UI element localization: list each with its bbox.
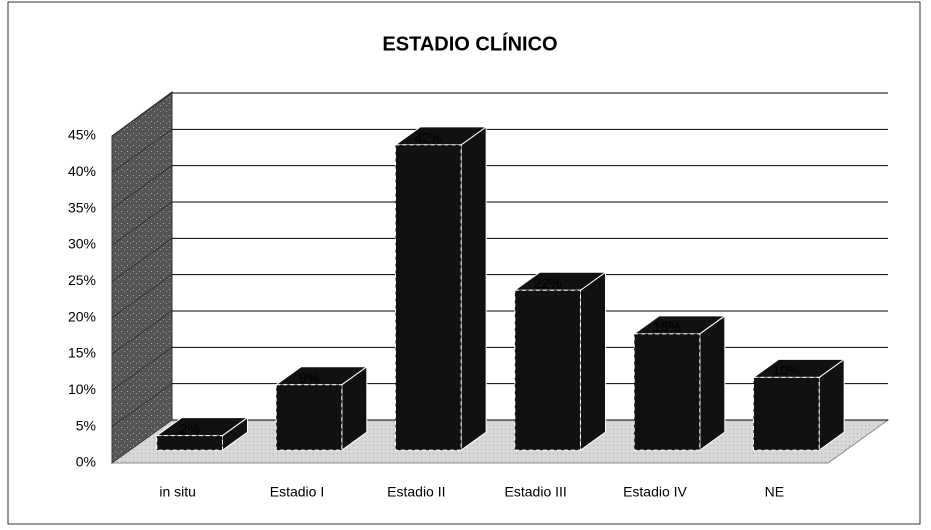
grid-line-side bbox=[111, 383, 173, 427]
bar bbox=[632, 314, 727, 452]
grid-line-side bbox=[111, 347, 173, 391]
data-label: 22% bbox=[534, 275, 562, 291]
x-tick-label: Estadio III bbox=[505, 484, 567, 500]
y-tick-label: 15% bbox=[68, 345, 96, 361]
x-tick-label: Estadio II bbox=[387, 484, 445, 500]
bar bbox=[751, 358, 846, 452]
x-tick-label: Estadio IV bbox=[623, 484, 687, 500]
bar-front bbox=[156, 435, 223, 451]
bar-front bbox=[395, 144, 462, 451]
x-tick-label: in situ bbox=[159, 484, 196, 500]
left-wall bbox=[111, 91, 173, 464]
data-label: 2% bbox=[180, 420, 200, 436]
grid-line-side bbox=[111, 274, 173, 318]
x-tick-label: NE bbox=[765, 484, 784, 500]
y-tick-label: 40% bbox=[68, 163, 96, 179]
bar-front bbox=[753, 376, 820, 451]
y-tick-label: 10% bbox=[68, 381, 96, 397]
y-tick-label: 45% bbox=[68, 127, 96, 143]
y-tick-label: 20% bbox=[68, 308, 96, 324]
grid-line-side bbox=[111, 238, 173, 282]
grid-line-side bbox=[111, 92, 173, 137]
data-label: 16% bbox=[653, 319, 681, 335]
bar-front bbox=[633, 333, 701, 451]
y-tick-label: 5% bbox=[76, 417, 96, 433]
bar bbox=[155, 416, 250, 452]
data-label: 42% bbox=[414, 130, 442, 146]
bar-front bbox=[275, 384, 343, 451]
y-tick-label: 25% bbox=[68, 272, 96, 288]
grid-line-side bbox=[111, 310, 173, 355]
bar bbox=[513, 271, 608, 452]
grid-line-side bbox=[111, 165, 173, 209]
grid-line-side bbox=[111, 201, 173, 246]
chart-title: ESTADIO CLÍNICO bbox=[382, 32, 557, 55]
grid-line-side bbox=[111, 419, 173, 464]
x-tick-label: Estadio I bbox=[270, 484, 324, 500]
bar-side bbox=[460, 125, 487, 452]
bar bbox=[393, 125, 488, 452]
bar-side bbox=[579, 271, 606, 452]
grid-line-side bbox=[111, 129, 173, 173]
bar-front bbox=[514, 289, 581, 451]
bar bbox=[274, 365, 369, 452]
data-label: 9% bbox=[299, 369, 319, 385]
data-label: 10% bbox=[772, 362, 800, 378]
y-tick-label: 30% bbox=[68, 236, 96, 252]
bar-side bbox=[699, 314, 726, 452]
y-tick-label: 0% bbox=[76, 454, 96, 470]
y-tick-label: 35% bbox=[68, 199, 96, 215]
